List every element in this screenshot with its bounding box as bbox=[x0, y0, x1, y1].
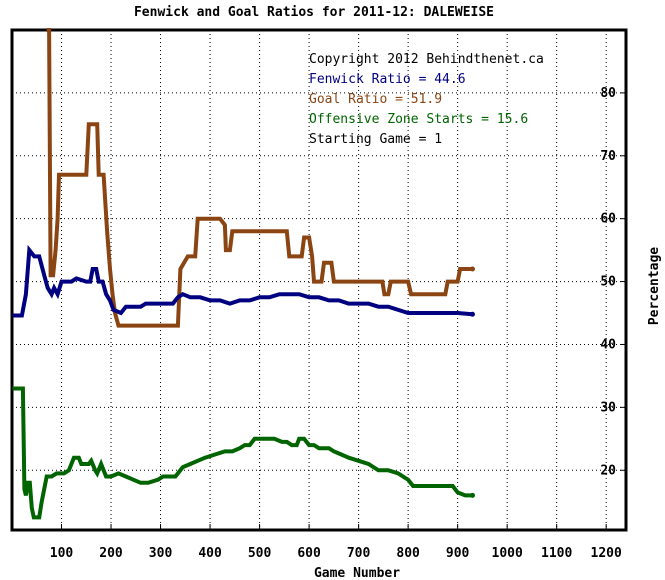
legend-entry: Offensive Zone Starts = 15.6 bbox=[309, 112, 528, 127]
y-axis: 20 30 40 50 60 70 80 bbox=[600, 86, 626, 478]
x-tick-label: 400 bbox=[198, 546, 222, 561]
x-tick-label: 1100 bbox=[541, 546, 572, 561]
x-tick-label: 600 bbox=[297, 546, 321, 561]
series-layer bbox=[12, 28, 475, 520]
legend-entry: Goal Ratio = 51.9 bbox=[309, 92, 442, 107]
series-line bbox=[12, 386, 473, 520]
y-tick-label: 50 bbox=[600, 275, 616, 290]
x-tick-label: 800 bbox=[396, 546, 420, 561]
legend-entry: Fenwick Ratio = 44.6 bbox=[309, 72, 466, 87]
x-tick-label: 900 bbox=[446, 546, 470, 561]
y-tick-label: 30 bbox=[600, 400, 616, 415]
y-tick-label: 60 bbox=[600, 212, 616, 227]
series-line bbox=[12, 244, 473, 318]
x-tick-label: 500 bbox=[248, 546, 272, 561]
chart-title: Fenwick and Goal Ratios for 2011-12: DAL… bbox=[134, 5, 494, 20]
y-axis-label: Percentage bbox=[647, 247, 662, 325]
legend-entry: Copyright 2012 Behindthenet.ca bbox=[309, 52, 544, 67]
x-tick-label: 1000 bbox=[492, 546, 523, 561]
y-tick-label: 80 bbox=[600, 86, 616, 101]
y-tick-label: 40 bbox=[600, 337, 616, 352]
x-tick-label: 300 bbox=[149, 546, 173, 561]
x-tick-label: 700 bbox=[347, 546, 371, 561]
x-tick-label: 100 bbox=[50, 546, 74, 561]
legend-entry: Starting Game = 1 bbox=[309, 132, 442, 147]
series-line bbox=[46, 28, 473, 328]
x-axis-label: Game Number bbox=[314, 566, 400, 580]
x-axis: 100 200 300 400 500 600 700 800 900 1000 1100 1200 bbox=[50, 524, 622, 561]
series-end-marker bbox=[470, 492, 475, 498]
series-end-marker bbox=[470, 266, 475, 272]
x-tick-label: 1200 bbox=[591, 546, 622, 561]
legend: Copyright 2012 Behindthenet.ca Fenwick Ra… bbox=[309, 52, 544, 147]
x-tick-label: 200 bbox=[99, 546, 123, 561]
y-tick-label: 70 bbox=[600, 149, 616, 164]
y-tick-label: 20 bbox=[600, 463, 616, 478]
series-end-marker bbox=[470, 311, 475, 317]
